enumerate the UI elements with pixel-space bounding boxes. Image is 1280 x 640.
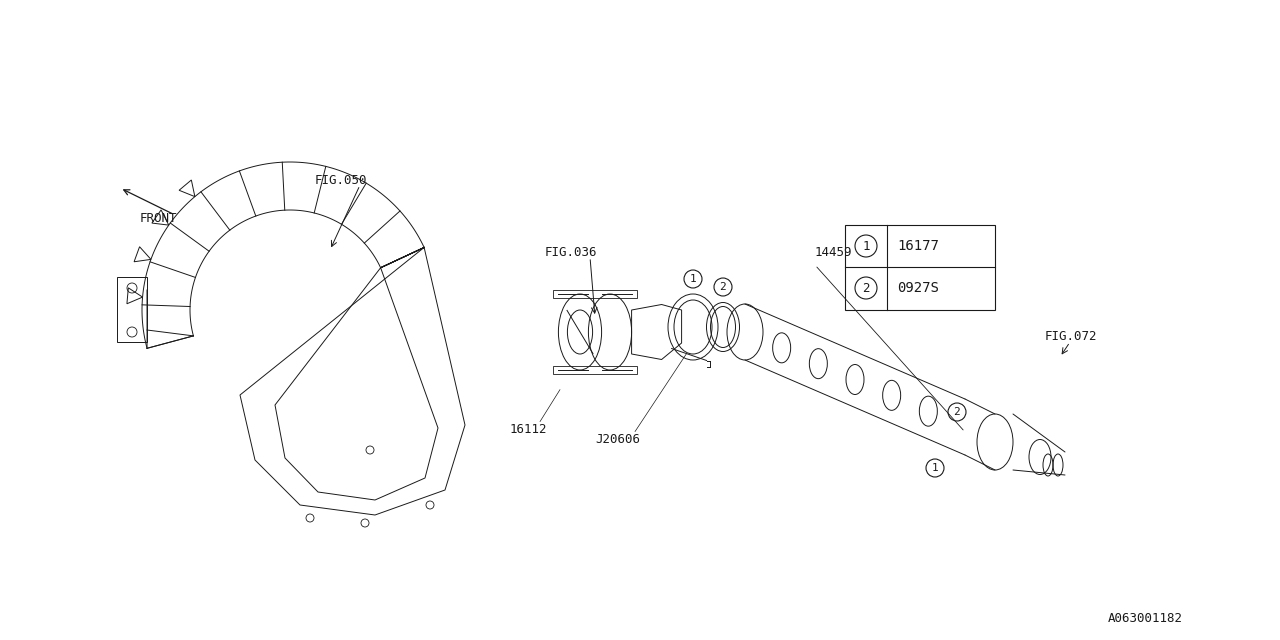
- Text: 14459: 14459: [815, 246, 852, 259]
- Text: 2: 2: [954, 407, 960, 417]
- Text: FRONT: FRONT: [140, 211, 178, 225]
- Text: 0927S: 0927S: [897, 281, 938, 295]
- Text: 1: 1: [690, 274, 696, 284]
- Text: 16112: 16112: [509, 423, 548, 436]
- Text: A063001182: A063001182: [1107, 612, 1183, 625]
- Bar: [845, 225, 995, 310]
- Text: FIG.072: FIG.072: [1044, 330, 1097, 344]
- Text: FIG.050: FIG.050: [315, 173, 367, 186]
- Text: 1: 1: [932, 463, 938, 473]
- Text: 16177: 16177: [897, 239, 938, 253]
- Bar: [553, 291, 636, 298]
- Text: J20606: J20606: [595, 433, 640, 446]
- Bar: [553, 365, 636, 374]
- Text: 2: 2: [863, 282, 869, 294]
- Text: 2: 2: [719, 282, 726, 292]
- Bar: [116, 277, 147, 342]
- Text: FIG.036: FIG.036: [545, 246, 598, 259]
- Text: 1: 1: [863, 239, 869, 253]
